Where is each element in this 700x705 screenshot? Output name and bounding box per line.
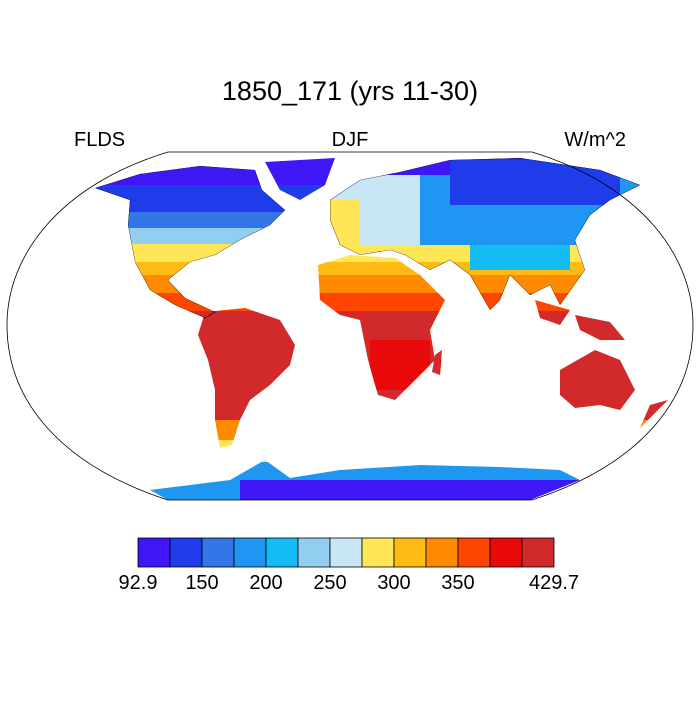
colorbar-box (169, 537, 203, 568)
colorbar-tick-label: 300 (377, 572, 410, 594)
colorbar-box (233, 537, 267, 568)
colorbar-tick-label: 429.7 (529, 572, 579, 594)
colorbar-box (201, 537, 235, 568)
colorbar-box (297, 537, 331, 568)
colorbar-box (521, 537, 555, 568)
title: 1850_171 (yrs 11-30) (222, 76, 478, 106)
colorbar-box (425, 537, 459, 568)
units-label: W/m^2 (564, 129, 626, 151)
colorbar: 92.9 150 200 250 300 350 429.7 (119, 537, 579, 594)
season-label: DJF (332, 129, 369, 151)
colorbar-tick-label: 350 (441, 572, 474, 594)
colorbar-box (265, 537, 299, 568)
colorbar-tick-label: 200 (249, 572, 282, 594)
colorbar-box (329, 537, 363, 568)
colorbar-box (457, 537, 491, 568)
colorbar-tick-label: 92.9 (119, 572, 158, 594)
coastline (95, 158, 641, 319)
colorbar-box (361, 537, 395, 568)
colorbar-box (489, 537, 523, 568)
colorbar-box (137, 537, 171, 568)
land (95, 158, 668, 500)
colorbar-box (393, 537, 427, 568)
map-outline (6, 151, 694, 501)
variable-label: FLDS (74, 129, 125, 151)
colorbar-tick-label: 150 (185, 572, 218, 594)
colorbar-tick-label: 250 (313, 572, 346, 594)
